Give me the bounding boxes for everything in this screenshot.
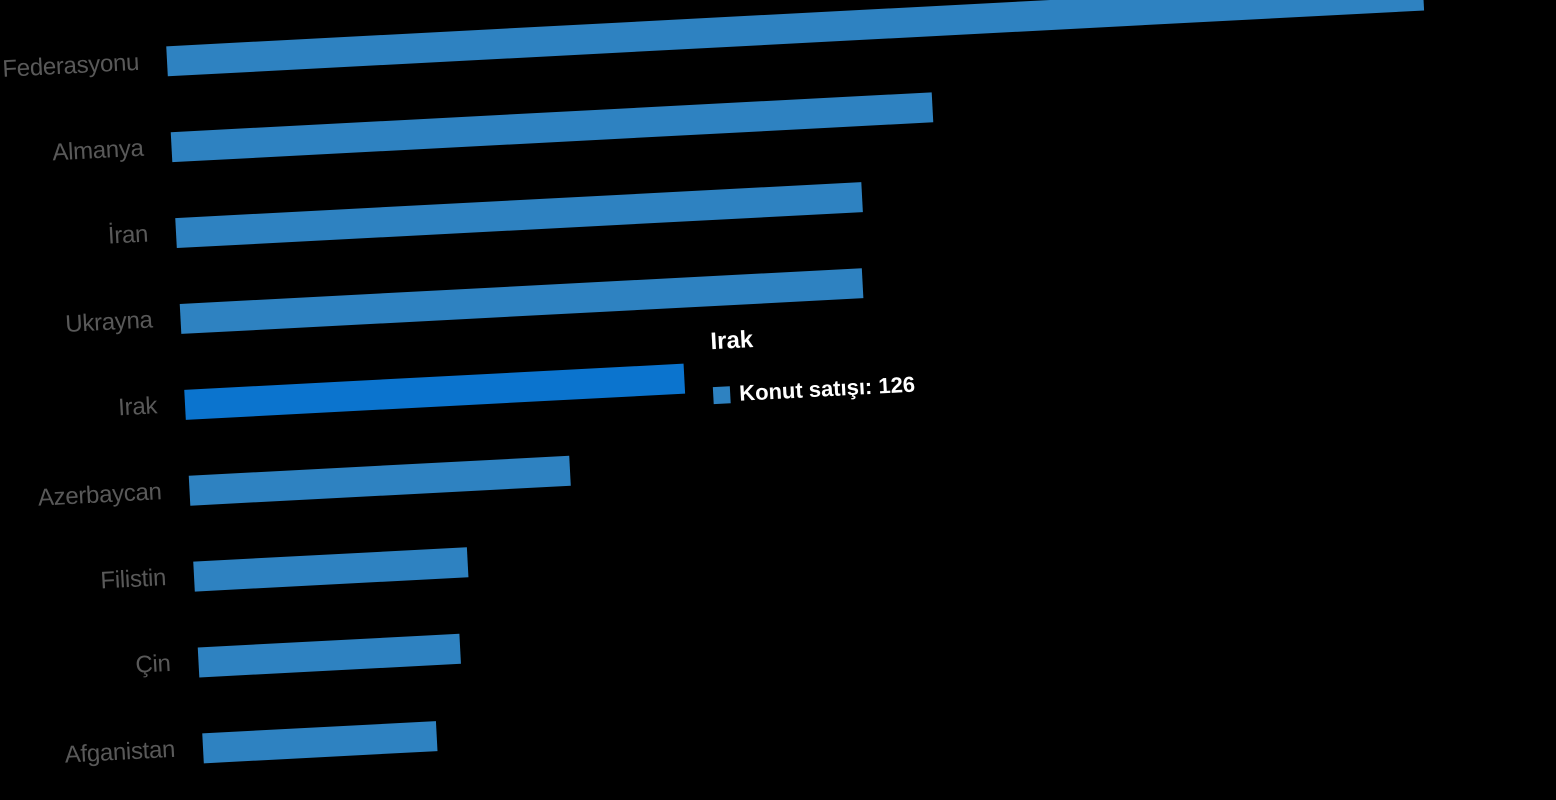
category-label: Almanya bbox=[51, 134, 145, 167]
bar-filistin[interactable] bbox=[193, 547, 469, 592]
category-label: İran bbox=[107, 220, 149, 250]
bar-almanya[interactable] bbox=[170, 92, 934, 163]
bar-çin[interactable] bbox=[197, 633, 461, 678]
series-legend-marker-icon bbox=[712, 385, 731, 404]
bar-ukrayna[interactable] bbox=[179, 268, 864, 334]
bar-i̇ran[interactable] bbox=[175, 182, 863, 249]
bar-afganistan[interactable] bbox=[202, 721, 438, 764]
category-label: Ukrayna bbox=[64, 306, 154, 338]
bar-azerbaycan[interactable] bbox=[188, 455, 571, 506]
category-label: Irak bbox=[117, 392, 158, 422]
category-label: Filistin bbox=[99, 564, 167, 595]
bar-irak[interactable] bbox=[184, 363, 686, 420]
category-label: Federasyonu bbox=[1, 48, 140, 83]
tooltip: Irak Konut satışı: 126 bbox=[710, 318, 916, 408]
category-label: Azerbaycan bbox=[37, 478, 163, 512]
category-label: Çin bbox=[134, 649, 172, 679]
category-label: Afganistan bbox=[64, 735, 176, 769]
